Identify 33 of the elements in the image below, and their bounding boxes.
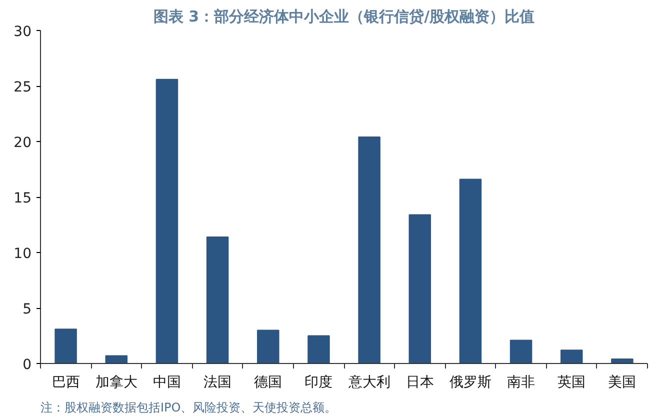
- x-tick-label: 法国: [204, 374, 232, 390]
- y-tick-label: 15: [14, 190, 32, 206]
- bar: [358, 136, 380, 364]
- y-tick-label: 0: [22, 357, 32, 373]
- y-tick-label: 10: [14, 246, 32, 262]
- x-tick-label: 美国: [608, 374, 636, 390]
- bar: [408, 214, 431, 364]
- bar: [560, 350, 583, 364]
- bar: [257, 330, 280, 364]
- x-tick-label: 俄罗斯: [449, 374, 492, 390]
- bar: [54, 328, 77, 364]
- bar: [156, 78, 178, 364]
- bar: [105, 355, 128, 364]
- x-tick-label: 加拿大: [95, 374, 138, 390]
- y-tick-label: 30: [14, 24, 32, 40]
- bar: [308, 335, 330, 364]
- y-tick-label: 25: [14, 80, 32, 96]
- text: 注：股权融资数据包括IPO、风险投资、天使投资总额。: [40, 400, 337, 414]
- x-tick-label: 英国: [558, 374, 586, 390]
- bar: [459, 178, 482, 364]
- x-tick-label: 日本: [406, 374, 434, 390]
- x-tick-label: 中国: [152, 374, 181, 390]
- chart-title: 图表 3：部分经济体中小企业（银行信贷/股权融资）比值: [153, 8, 535, 26]
- y-tick-label: 5: [22, 302, 32, 318]
- y-tick-label: 20: [14, 135, 32, 151]
- x-tick-label: 巴西: [52, 374, 80, 390]
- x-tick-label: 南非: [507, 374, 536, 390]
- x-tick-label: 德国: [254, 374, 282, 390]
- bar: [510, 340, 532, 364]
- x-tick-label: 意大利: [347, 374, 390, 390]
- x-tick-label: 印度: [304, 374, 333, 390]
- bar: [611, 358, 634, 364]
- bar: [206, 236, 229, 364]
